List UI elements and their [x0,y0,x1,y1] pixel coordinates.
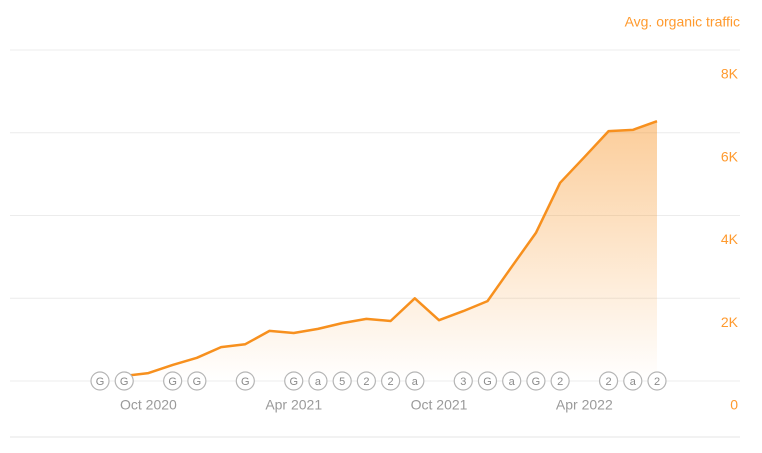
badge-circle [332,371,352,391]
badge-label: G [483,376,492,388]
badge-circle [477,371,498,391]
badge-label: 2 [557,376,563,388]
badge-circle [356,371,376,391]
annotation-badge[interactable]: G [284,371,304,391]
badge-label: a [509,376,516,388]
x-tick-label: Apr 2021 [265,397,322,413]
annotation-badge[interactable]: 2 [550,371,570,391]
badge-label: 2 [606,376,612,388]
annotation-badge[interactable]: G [187,371,207,391]
badge-circle [90,371,110,391]
badge-label: a [412,376,419,388]
badge-circle [187,371,207,391]
badge-label: 2 [654,376,660,388]
badge-circle [623,371,643,391]
badge-circle [526,371,546,391]
annotation-badge[interactable]: a [502,371,522,391]
annotation-badge[interactable]: 3 [453,371,473,391]
badge-label: a [315,376,322,388]
annotation-badge[interactable]: 2 [598,371,619,391]
badge-label: G [193,376,202,388]
annotation-badge[interactable]: 2 [647,371,667,391]
badge-label: a [630,376,637,388]
y-tick-label: 6K [721,148,739,164]
y-tick-label: 4K [721,231,739,247]
annotation-badge[interactable]: a [308,371,328,391]
annotation-badge[interactable]: G [235,371,255,391]
badge-circle [550,371,570,391]
badge-circle [502,371,522,391]
badge-label: G [241,376,250,388]
badge-circle [647,371,667,391]
annotation-badge[interactable]: G [163,371,183,391]
x-tick-label: Oct 2021 [411,397,468,413]
badge-label: G [120,376,129,388]
annotation-badge[interactable]: 2 [356,371,376,391]
annotation-badge[interactable]: G [114,371,134,391]
badge-label: 2 [363,376,369,388]
badge-circle [163,371,183,391]
badge-circle [235,371,255,391]
badge-circle [598,371,619,391]
area-fill [124,121,657,381]
badge-label: 5 [339,376,345,388]
badge-circle [405,371,425,391]
annotation-badge[interactable]: a [405,371,425,391]
badge-label: G [532,376,541,388]
badge-circle [284,371,304,391]
y-axis-label: Avg. organic traffic [625,14,740,30]
badge-circle [381,371,401,391]
y-tick-label: 8K [721,66,739,82]
badge-label: G [96,376,105,388]
badge-circle [453,371,473,391]
traffic-line [124,120,658,378]
x-tick-label: Oct 2020 [120,397,177,413]
badge-label: G [168,376,177,388]
annotation-badge[interactable]: 5 [332,371,352,391]
y-tick-label: 2K [721,314,739,330]
annotation-badge[interactable]: G [526,371,546,391]
annotation-badge[interactable]: 2 [381,371,401,391]
annotation-badge[interactable]: G [90,371,110,391]
annotation-badge[interactable]: a [623,371,643,391]
badge-label: G [289,376,298,388]
badge-circle [114,371,134,391]
badge-circle [308,371,328,391]
x-tick-label: Apr 2022 [556,397,613,413]
badge-label: 2 [388,376,394,388]
y-tick-label: 0 [730,397,738,413]
badge-label: 3 [460,376,466,388]
annotation-badge[interactable]: G [477,371,498,391]
